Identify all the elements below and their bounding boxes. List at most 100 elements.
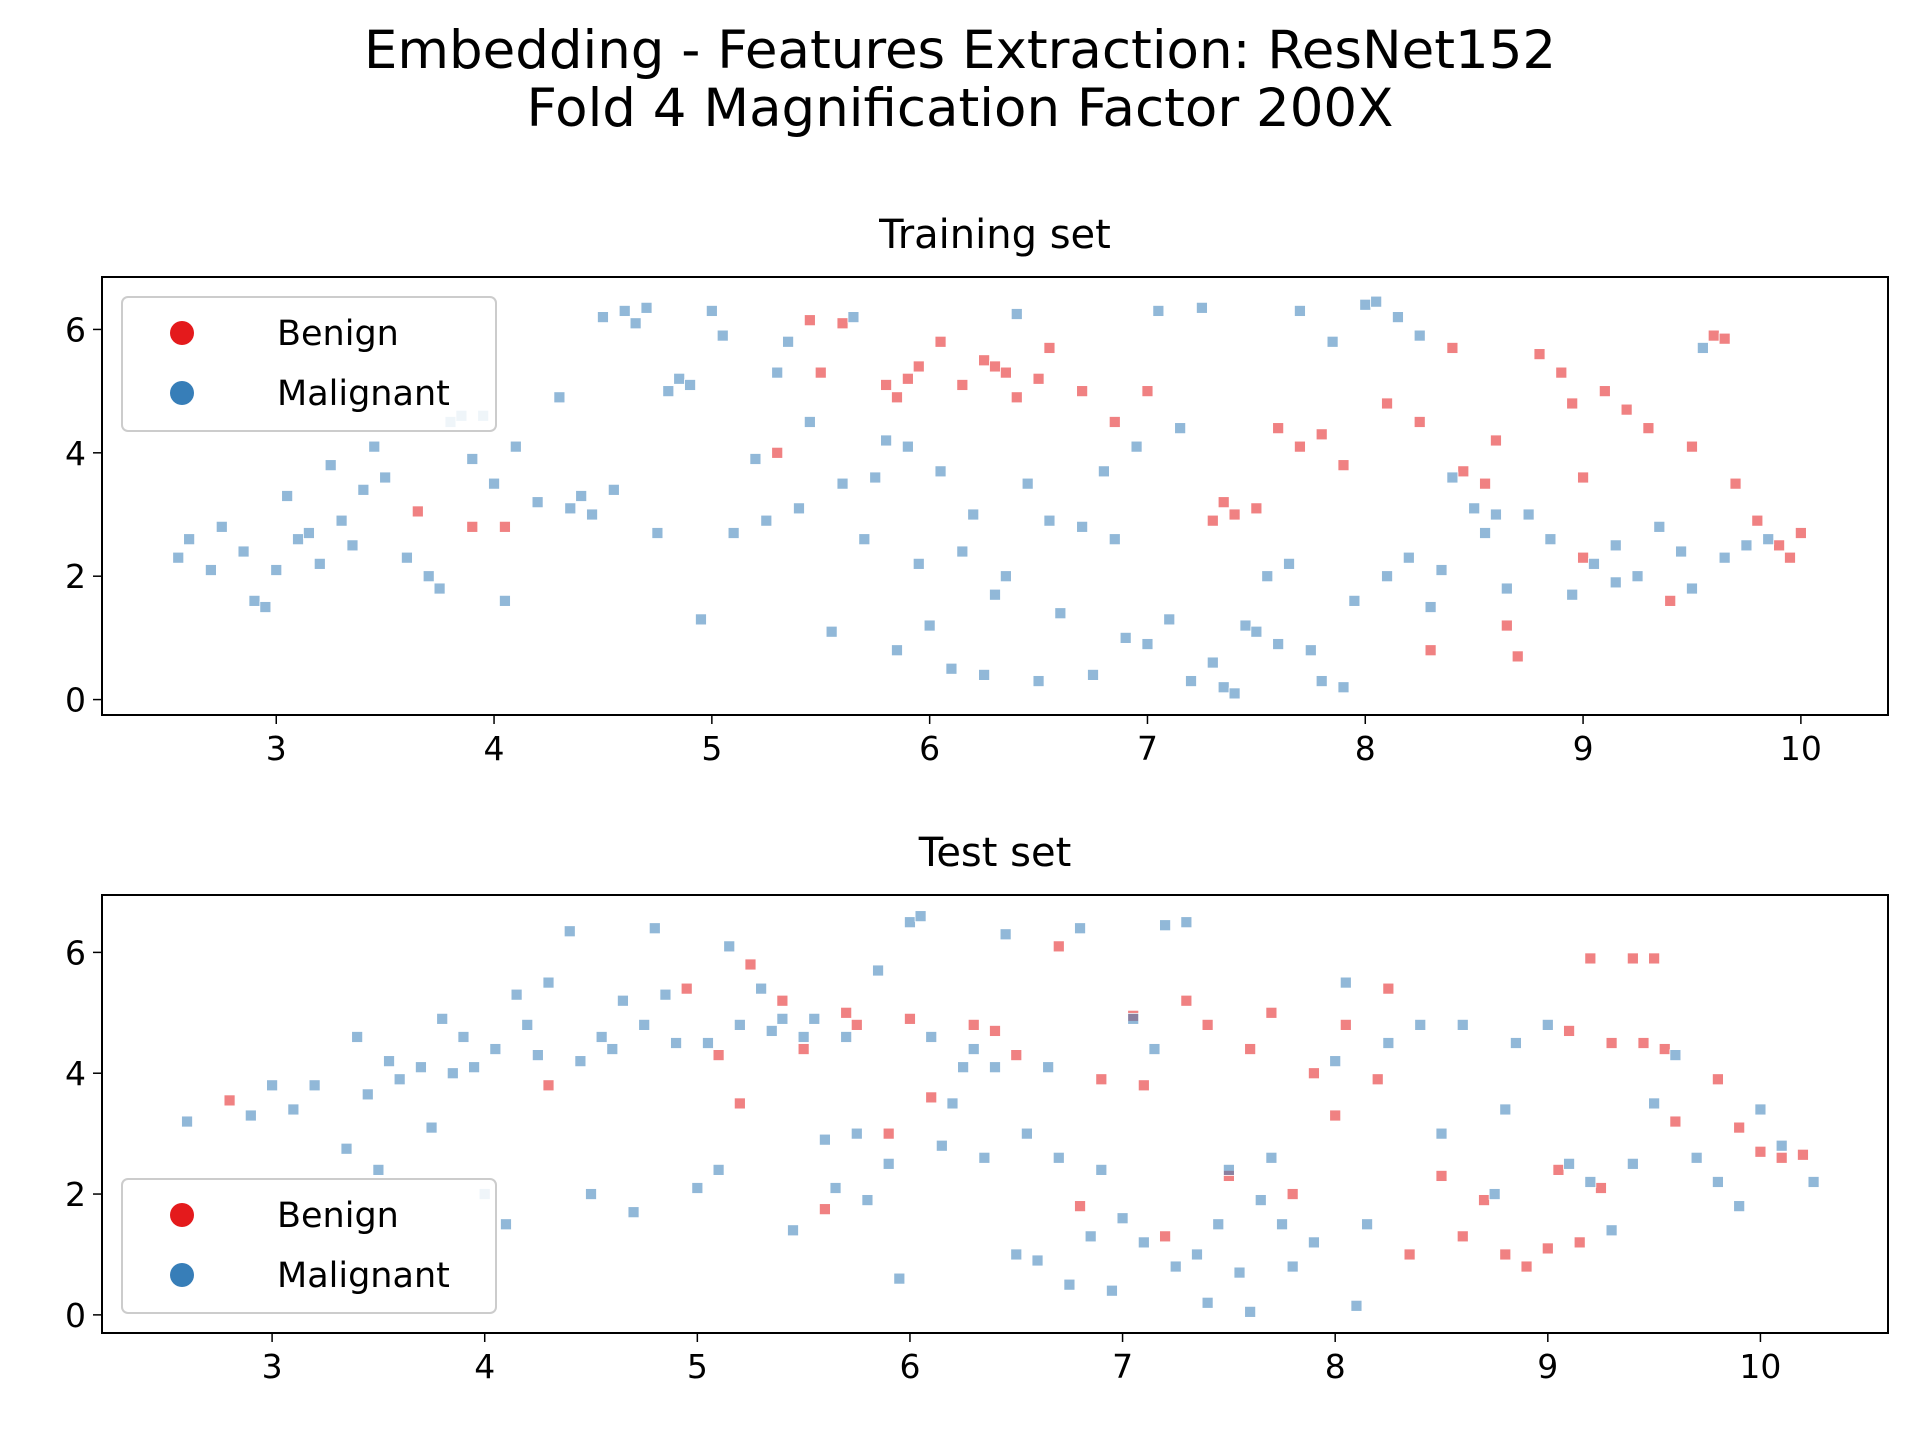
data-point-malignant [1424,601,1437,613]
data-point-benign [1626,952,1639,965]
data-point-malignant [1413,329,1426,342]
data-point-malignant [1337,681,1350,694]
data-point-malignant [1074,922,1086,935]
data-point-malignant [172,551,185,564]
data-point-malignant [861,1194,874,1206]
data-point-malignant [1588,557,1600,570]
data-point-malignant [585,1188,597,1200]
data-point-benign [1265,1006,1278,1019]
data-point-malignant [574,1055,587,1068]
data-point-benign [1478,1194,1490,1206]
data-point-malignant [967,1043,980,1055]
data-point-benign [1315,428,1328,441]
data-point-benign [1141,385,1154,398]
data-point-benign [411,505,424,518]
points-group [181,910,1820,1318]
data-point-malignant [335,514,348,527]
data-point-malignant [1359,298,1372,311]
data-point-malignant [627,1206,640,1219]
data-point-malignant [755,982,768,995]
data-point-benign [1605,1037,1618,1049]
data-point-benign [1043,342,1056,354]
data-point-benign [1308,1067,1320,1080]
data-point-malignant [510,988,523,1001]
data-point-malignant [1196,301,1208,314]
data-point-malignant [1308,1236,1320,1249]
data-point-malignant [872,964,884,977]
data-point-benign [1076,385,1089,398]
data-point-malignant [1063,1278,1076,1291]
data-point-malignant [1130,440,1143,453]
data-point-malignant [1137,1236,1150,1249]
data-point-malignant [695,613,707,626]
data-point-malignant [281,490,294,502]
data-point-benign [1272,422,1285,435]
data-point-malignant [1686,582,1698,595]
data-point-malignant [1754,1103,1767,1116]
data-point-malignant [1609,539,1622,552]
data-point-malignant [1326,335,1339,348]
data-point-malignant [1563,1157,1575,1170]
data-point-malignant [1212,1218,1225,1231]
data-point-malignant [457,1031,470,1043]
data-point-malignant [1446,471,1459,484]
x-tick-label: 8 [1355,729,1376,768]
data-point-malignant [727,527,740,539]
data-point-malignant [357,483,370,496]
x-tick-label: 9 [1537,1347,1558,1386]
legend-box [121,296,497,432]
data-point-malignant [1254,1194,1267,1206]
data-point-malignant [1733,1200,1746,1213]
data-point-malignant [248,594,261,607]
data-point-malignant [1141,638,1154,650]
data-point-malignant [836,477,849,490]
data-point-malignant [1265,1151,1278,1164]
data-point-benign [803,314,816,327]
data-point-malignant [379,471,392,484]
data-point-malignant [978,1151,991,1164]
data-point-malignant [292,533,304,546]
x-tick-label: 5 [701,729,722,768]
data-point-malignant [361,1088,374,1101]
data-point-benign [1664,594,1677,607]
data-point-malignant [422,570,435,583]
data-point-malignant [934,465,947,478]
y-tick-label: 4 [65,434,86,473]
data-point-malignant [1286,1260,1299,1273]
data-point-benign [680,982,693,995]
x-tick-label: 3 [266,729,287,768]
data-point-malignant [1718,551,1731,564]
data-point-benign [744,958,757,971]
data-point-malignant [1348,594,1361,607]
data-point-benign [1733,1121,1746,1134]
legend-box [121,1178,497,1314]
data-point-benign [819,1203,831,1216]
data-point-malignant [978,669,991,681]
x-tick-label: 6 [899,1347,920,1386]
x-tick-label: 7 [1112,1347,1133,1386]
data-point-malignant [372,1163,385,1176]
subplot-title: Training set [878,212,1111,258]
data-point-benign [1286,1188,1299,1200]
data-point-malignant [1021,477,1034,490]
data-point-malignant [1052,1151,1065,1164]
data-point-benign [542,1079,555,1092]
data-point-malignant [914,910,927,923]
data-point-benign [466,520,479,533]
data-point-malignant [1217,681,1230,694]
data-point-malignant [1499,1103,1512,1116]
data-point-malignant [793,502,805,515]
y-tick-label: 0 [65,1296,86,1335]
x-tick-label: 3 [262,1347,283,1386]
data-point-malignant [659,988,672,1001]
data-point-malignant [702,1037,714,1049]
data-point-malignant [1605,1224,1618,1237]
data-point-malignant [1163,613,1176,626]
data-point-malignant [575,490,588,502]
data-point-benign [1381,397,1393,410]
data-point-malignant [1087,669,1099,681]
data-point-malignant [1500,582,1513,595]
data-point-malignant [829,1182,842,1194]
y-tick-label: 2 [65,1175,86,1214]
data-point-malignant [733,1018,746,1031]
